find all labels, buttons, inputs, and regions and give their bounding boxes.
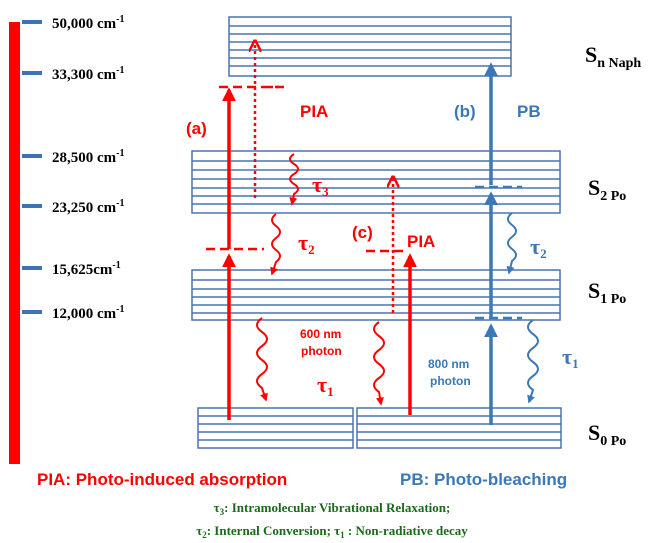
tau1-blue-label: τ1 [562, 344, 579, 371]
footnote-line-1: τ3: Intramolecular Vibrational Relaxatio… [214, 500, 451, 517]
tau2-blue-label: τ2 [530, 234, 547, 261]
energy-ticks [22, 20, 42, 314]
level-box-s0-po-left [197, 407, 354, 449]
level-box-s2-po [191, 150, 561, 214]
label-a: (a) [186, 119, 207, 138]
footnote-line-2: τ2: Internal Conversion; τ1 : Non-radiat… [196, 523, 468, 540]
energy-label-33300: 33,300 cm-1 [52, 65, 125, 83]
energy-label-23250: 23,250 cm-1 [52, 198, 125, 216]
state-label-s2-po: S2 Po [588, 175, 626, 204]
energy-label-50000: 50,000 cm-1 [52, 14, 125, 32]
wavy-arrow-tau3 [289, 153, 299, 206]
label-800nm: 800 nm [428, 357, 469, 371]
level-box-s0-po-right [356, 407, 562, 449]
label-600-photon: photon [301, 344, 342, 358]
legend-pia: PIA: Photo-induced absorption [37, 470, 287, 489]
level-box-s1-po [191, 269, 561, 321]
state-label-s1-po: S1 Po [588, 278, 626, 307]
tau3-label: τ3 [312, 172, 329, 199]
wavy-arrow-600-photon [373, 321, 385, 406]
wavy-arrow-tau2-red [270, 213, 281, 276]
label-800-photon: photon [430, 374, 471, 388]
level-box-sn-naph [228, 16, 512, 77]
wavy-arrow-tau1-red [256, 317, 268, 402]
tau1-red-label: τ1 [317, 372, 334, 399]
state-label-sn-naph: Sn Naph [585, 42, 641, 71]
state-label-s0-po: S0 Po [588, 420, 626, 449]
wavy-arrow-tau1-blue [527, 319, 539, 404]
label-c: (c) [352, 223, 373, 242]
energy-label-28500: 28,500 cm-1 [52, 148, 125, 166]
label-pb: PB [517, 102, 541, 121]
energy-label-15625: 15,625cm-1 [52, 260, 121, 278]
label-600nm: 600 nm [300, 327, 341, 341]
legend-pb: PB: Photo-bleaching [400, 470, 567, 489]
tau2-red-label: τ2 [298, 230, 315, 257]
energy-axis-bar [9, 22, 20, 464]
label-pia-c: PIA [407, 232, 435, 251]
wavy-arrow-tau2-blue [506, 212, 517, 275]
energy-label-12000: 12,000 cm-1 [52, 304, 125, 322]
label-b: (b) [454, 102, 476, 121]
label-pia-a: PIA [300, 102, 328, 121]
